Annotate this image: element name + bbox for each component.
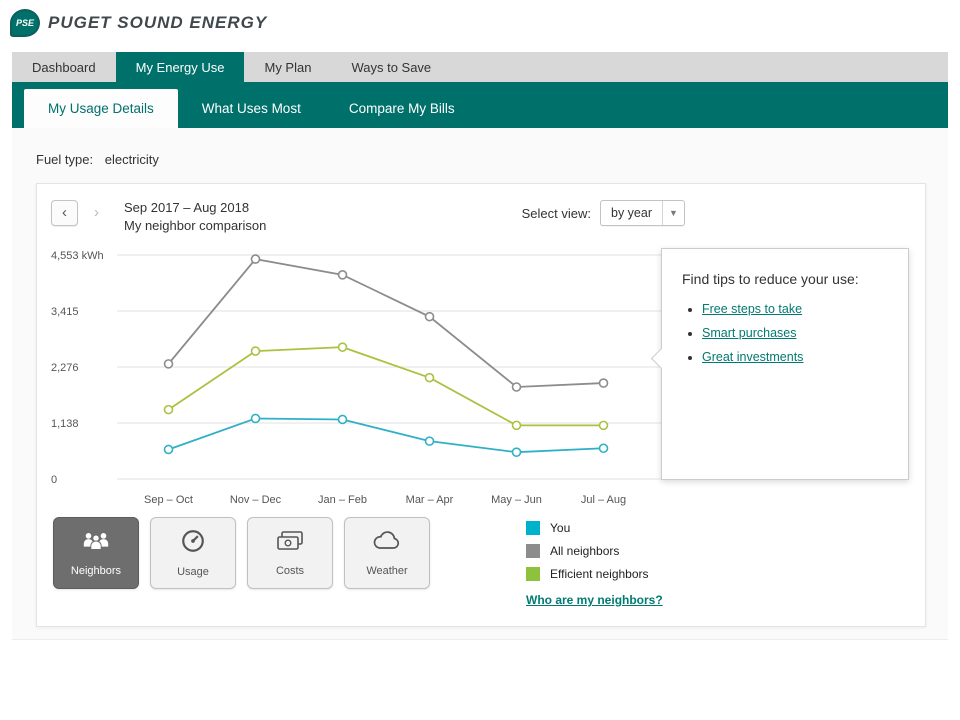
brand-name: PUGET SOUND ENERGY xyxy=(48,13,268,32)
tips-link-list: Free steps to take Smart purchases Great… xyxy=(702,302,890,364)
fuel-type-line: Fuel type: electricity xyxy=(12,128,948,167)
list-item: Free steps to take xyxy=(702,302,890,316)
svg-text:2,276: 2,276 xyxy=(51,362,79,374)
svg-text:Jan – Feb: Jan – Feb xyxy=(318,494,367,506)
nav-tab-my-plan[interactable]: My Plan xyxy=(264,59,312,75)
tip-link-great-investments[interactable]: Great investments xyxy=(702,350,804,364)
legend-label: All neighbors xyxy=(550,544,620,558)
prev-period-button[interactable]: ‹ xyxy=(51,200,78,226)
view-button-label: Neighbors xyxy=(70,565,122,577)
svg-text:Sep – Oct: Sep – Oct xyxy=(144,494,193,506)
list-item: Great investments xyxy=(702,350,890,364)
gauge-icon xyxy=(180,528,206,559)
usage-chart: 4,553 kWh 3,415 2,276 1,138 0 Sep – Oct Nov – … xyxy=(51,250,665,506)
tip-link-free-steps[interactable]: Free steps to take xyxy=(702,302,803,316)
chart-legend: You All neighbors Efficient neighbors Wh… xyxy=(526,517,663,609)
view-select[interactable]: by year ▼ xyxy=(600,200,685,226)
chart-subtitle: My neighbor comparison xyxy=(124,218,267,233)
svg-text:Nov – Dec: Nov – Dec xyxy=(230,494,282,506)
view-button-label: Costs xyxy=(275,565,305,577)
legend-swatch-you xyxy=(526,521,540,535)
content-area: Fuel type: electricity ‹ › Sep 2017 – Au… xyxy=(12,128,948,640)
neighbors-icon xyxy=(81,529,111,558)
money-icon xyxy=(275,529,305,558)
chart-titles: Sep 2017 – Aug 2018 My neighbor comparis… xyxy=(124,200,266,233)
legend-swatch-all-neighbors xyxy=(526,544,540,558)
svg-text:May – Jun: May – Jun xyxy=(491,494,542,506)
svg-text:Mar – Apr: Mar – Apr xyxy=(406,494,454,506)
fuel-type-label: Fuel type: xyxy=(36,152,94,167)
nav-tab-dashboard[interactable]: Dashboard xyxy=(32,59,96,75)
subnav-tab-my-usage-details[interactable]: My Usage Details xyxy=(24,89,178,128)
tips-panel: Find tips to reduce your use: Free steps… xyxy=(650,248,909,480)
fuel-type-value: electricity xyxy=(104,152,159,167)
view-button-label: Weather xyxy=(366,565,408,577)
primary-nav: Dashboard My Energy Use My Plan Ways to … xyxy=(12,52,948,82)
nav-tab-ways-to-save[interactable]: Ways to Save xyxy=(351,59,432,75)
tips-heading: Find tips to reduce your use: xyxy=(682,271,859,287)
usage-chart-card: ‹ › Sep 2017 – Aug 2018 My neighbor comp… xyxy=(36,183,926,627)
legend-item-you: You xyxy=(526,521,663,535)
nav-tab-my-energy-use[interactable]: My Energy Use xyxy=(115,52,245,82)
chevron-down-icon: ▼ xyxy=(662,201,684,225)
svg-text:0: 0 xyxy=(51,474,57,486)
period-pager: ‹ › xyxy=(51,200,110,226)
view-button-costs[interactable]: Costs xyxy=(247,517,333,589)
svg-text:Jul – Aug: Jul – Aug xyxy=(581,494,626,506)
view-button-label: Usage xyxy=(177,566,209,578)
list-item: Smart purchases xyxy=(702,326,890,340)
legend-item-all-neighbors: All neighbors xyxy=(526,544,663,558)
legend-swatch-efficient-neighbors xyxy=(526,567,540,581)
svg-text:1,138: 1,138 xyxy=(51,418,79,430)
cloud-icon xyxy=(371,529,403,558)
view-button-row: Neighbors Usage xyxy=(53,517,430,589)
svg-text:4,553 kWh: 4,553 kWh xyxy=(51,250,104,262)
legend-item-efficient-neighbors: Efficient neighbors xyxy=(526,567,663,581)
view-button-usage[interactable]: Usage xyxy=(150,517,236,589)
secondary-nav: My Usage Details What Uses Most Compare … xyxy=(12,82,948,128)
view-select-value: by year xyxy=(611,206,652,220)
chart-controls: Neighbors Usage xyxy=(53,517,925,609)
tip-link-smart-purchases[interactable]: Smart purchases xyxy=(702,326,797,340)
view-button-weather[interactable]: Weather xyxy=(344,517,430,589)
date-range-title: Sep 2017 – Aug 2018 xyxy=(124,200,250,215)
legend-label: You xyxy=(550,521,571,535)
chart-header: ‹ › Sep 2017 – Aug 2018 My neighbor comp… xyxy=(37,184,685,233)
svg-text:3,415: 3,415 xyxy=(51,306,79,318)
view-select-group: Select view: by year ▼ xyxy=(522,200,685,226)
who-are-my-neighbors-link[interactable]: Who are my neighbors? xyxy=(526,593,663,607)
next-period-button[interactable]: › xyxy=(94,204,99,221)
app-header: PSE PUGET SOUND ENERGY xyxy=(0,0,960,44)
select-view-label: Select view: xyxy=(521,205,591,221)
view-button-neighbors[interactable]: Neighbors xyxy=(53,517,139,589)
subnav-tab-what-uses-most[interactable]: What Uses Most xyxy=(201,101,301,116)
legend-label: Efficient neighbors xyxy=(550,567,649,581)
pse-logo: PSE xyxy=(10,9,40,37)
subnav-tab-compare-my-bills[interactable]: Compare My Bills xyxy=(348,101,455,116)
